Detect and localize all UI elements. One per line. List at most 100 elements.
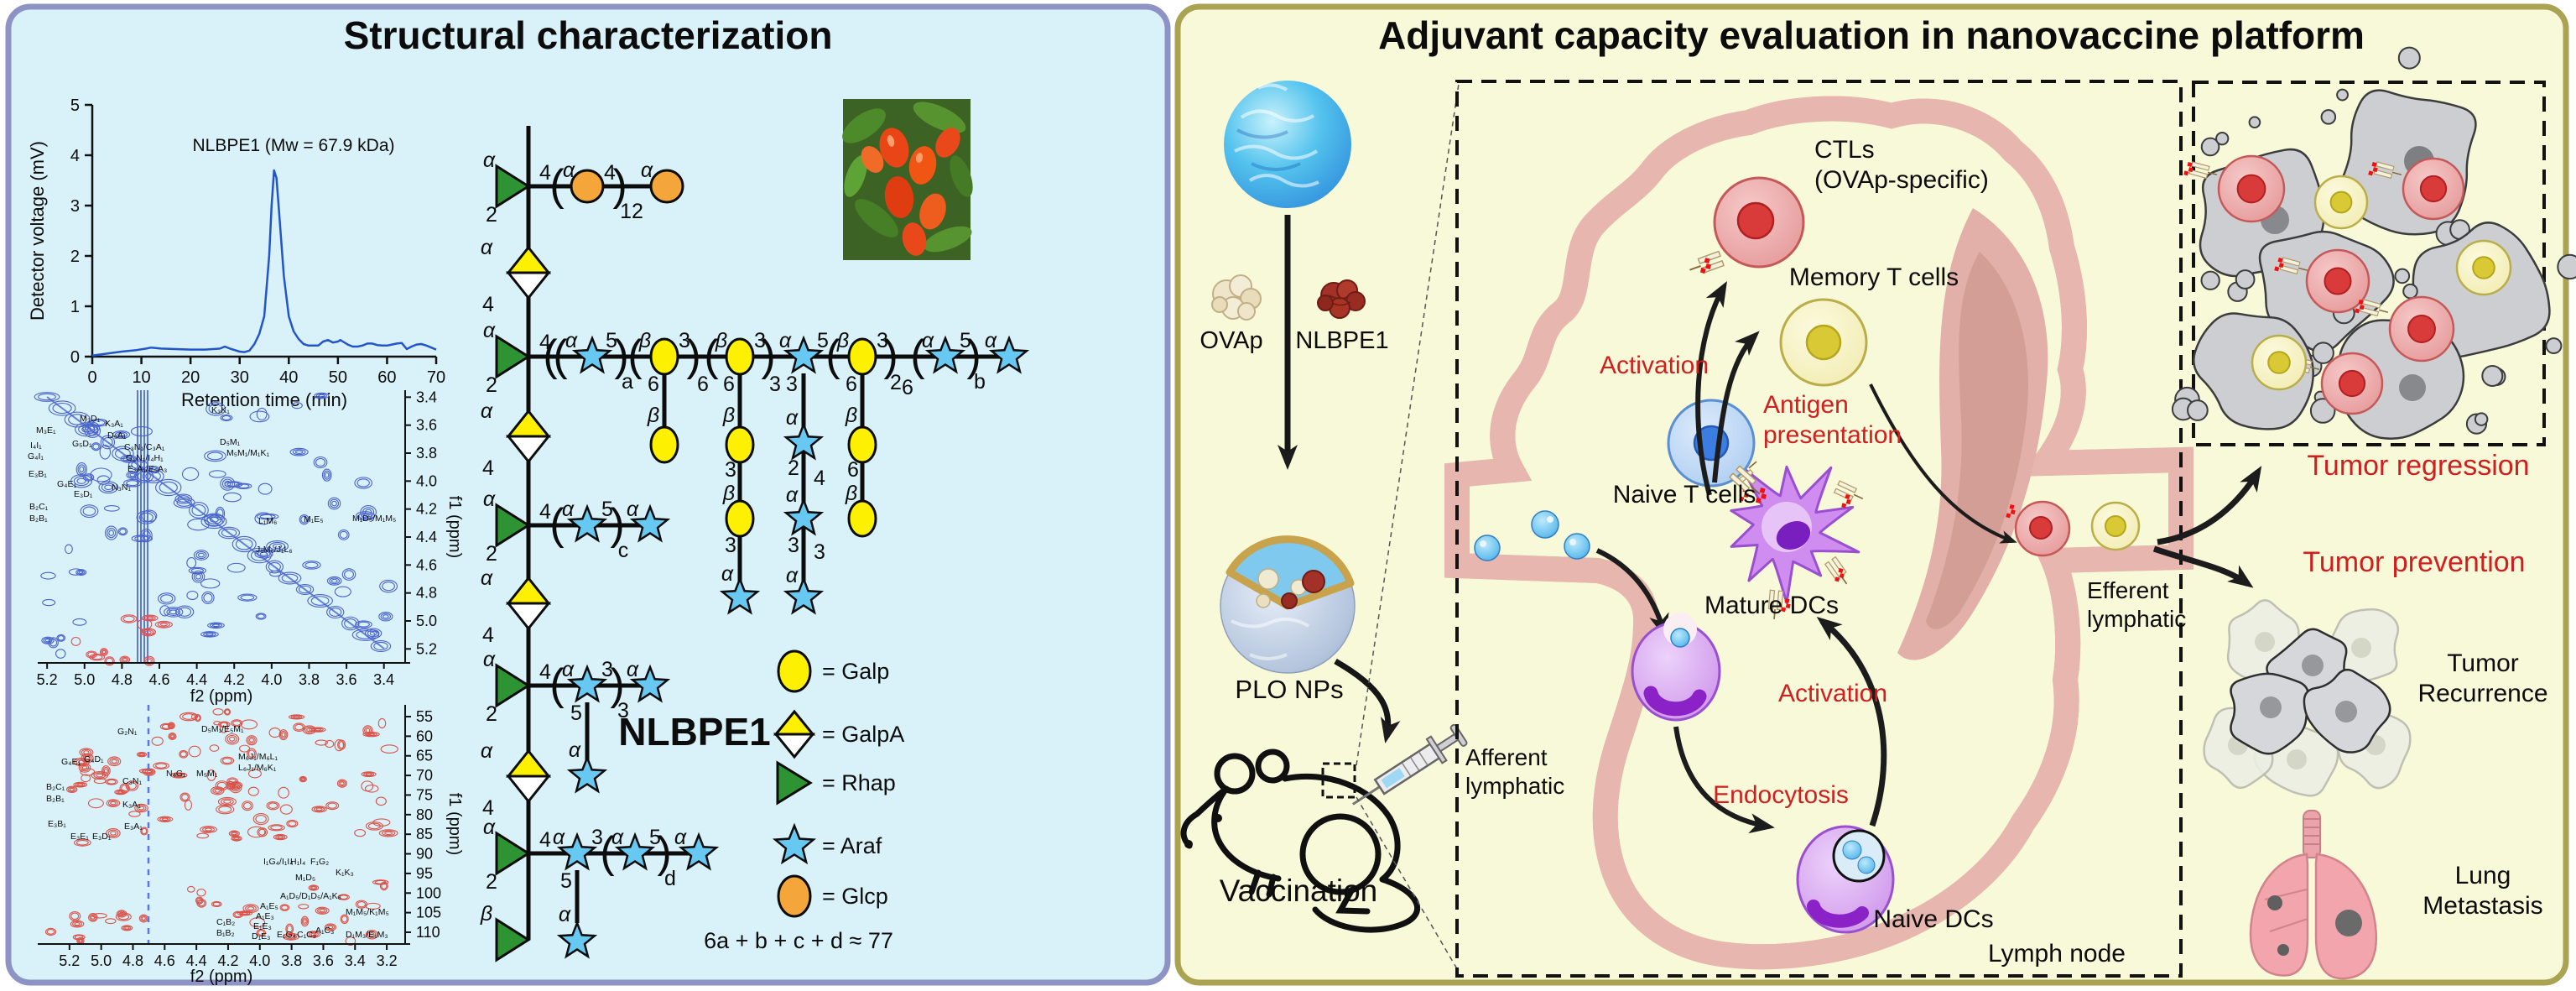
contour	[127, 472, 138, 478]
contour	[180, 792, 190, 802]
contour	[327, 497, 341, 510]
memory-t-cell	[1779, 298, 1868, 387]
contour	[138, 752, 146, 757]
nmr1-ytick: 3.8	[416, 445, 437, 462]
xtick-label: 70	[427, 368, 445, 387]
glycan-bracket: (	[549, 500, 565, 549]
ovap-blob	[1211, 274, 1262, 321]
contour	[341, 616, 360, 631]
contour	[206, 633, 214, 636]
mature-dc-nucleus	[1776, 520, 1811, 550]
contour	[143, 629, 154, 636]
contour	[364, 784, 379, 793]
contour	[382, 830, 396, 837]
nmr1-xtick: 4.8	[112, 671, 133, 688]
ovap-label: OVAp	[1200, 327, 1262, 354]
contour	[129, 472, 136, 477]
nmr2-peak-label: H₁I₄	[290, 857, 305, 867]
contour	[266, 801, 280, 811]
contour	[291, 402, 303, 409]
contour	[356, 478, 370, 488]
contour	[234, 837, 240, 840]
contour	[231, 835, 242, 842]
contour	[87, 798, 104, 809]
exiting-ctl-cell	[2006, 500, 2071, 557]
glycan-text: b	[974, 370, 986, 394]
tumor-fragment	[2215, 132, 2230, 146]
glycan-text: β	[722, 482, 735, 505]
glycan-symbol-galpa	[505, 775, 552, 804]
glycan-symbol-glcp	[570, 169, 605, 204]
glycan-symbol-galp	[649, 337, 679, 376]
tumor-recurrence-scene	[2203, 599, 2412, 797]
glycan-text: 4	[539, 828, 551, 852]
glycan-text: 6	[846, 373, 857, 396]
contour	[146, 616, 154, 620]
contour	[160, 594, 174, 603]
nmr1-peak-label: I₄I₁	[30, 441, 42, 451]
contour	[117, 790, 123, 794]
contour	[79, 748, 94, 757]
contour	[380, 744, 398, 754]
glycan-symbol-glcp	[649, 169, 684, 204]
contour	[193, 550, 210, 561]
ytick-label: 5	[70, 96, 80, 115]
contour	[111, 759, 117, 764]
contour	[226, 734, 237, 743]
contour	[326, 605, 345, 619]
nmr1-peak-label: D₅M₁	[220, 437, 241, 447]
nmr1-peak-label: C₃N₁/C₃A₁	[124, 442, 165, 452]
contour	[190, 567, 205, 574]
nmr1-peak-label: M₃E₁	[36, 425, 56, 436]
nmr2-peak-label: G₄D₁	[84, 754, 104, 764]
glycan-bracket: )	[883, 331, 898, 380]
zoom-connector-bottom	[1356, 796, 1460, 973]
contour	[75, 462, 87, 477]
contour	[286, 819, 299, 828]
contour	[365, 728, 371, 733]
contour	[341, 568, 356, 581]
contour	[294, 450, 304, 454]
glycan-text: α	[674, 826, 687, 849]
contour	[278, 729, 289, 741]
tumor-regression-scene	[2171, 46, 2576, 440]
nmr2-peak-label: M₅M₁	[196, 769, 218, 779]
glycan-symbol-araf	[924, 335, 966, 374]
diagonal	[46, 396, 385, 649]
tumor-fragment	[2545, 337, 2563, 355]
contour	[224, 480, 232, 488]
glycan-symbol-araf	[571, 335, 613, 374]
glycan-text: α	[611, 826, 624, 849]
nmr2-peak-label: C₁C₃	[297, 930, 316, 940]
glycan-symbol-araf	[556, 832, 598, 871]
contour	[134, 535, 150, 541]
contour	[306, 931, 321, 938]
contour	[211, 900, 222, 908]
tumor-fragment	[2557, 253, 2576, 280]
contour	[357, 621, 370, 628]
memory-t-cells-label: Memory T cells	[1789, 263, 1959, 291]
contour	[338, 741, 345, 748]
legend-rhap-icon	[776, 760, 813, 806]
tumor-recurrence-label: Tumor	[2447, 649, 2519, 677]
contour	[302, 561, 321, 570]
contour	[153, 762, 169, 769]
contour	[186, 590, 199, 601]
contour	[159, 605, 170, 617]
nmr2-peak-label: C₁B₂	[216, 917, 235, 927]
plo-nps-label: PLO NPs	[1235, 675, 1343, 704]
contour	[107, 829, 119, 837]
contour	[91, 915, 96, 920]
nmr1-ytick: 3.4	[416, 389, 437, 405]
contour	[166, 608, 181, 616]
contour	[83, 473, 95, 482]
contour	[202, 827, 215, 832]
naive-dc	[1796, 825, 1895, 934]
nmr2-peak-label: G₄E₁	[61, 757, 81, 767]
contour	[96, 773, 104, 778]
tumor-fragment	[2235, 269, 2256, 289]
lymph-node-label: Lymph node	[1988, 940, 2126, 968]
contour	[373, 641, 388, 651]
